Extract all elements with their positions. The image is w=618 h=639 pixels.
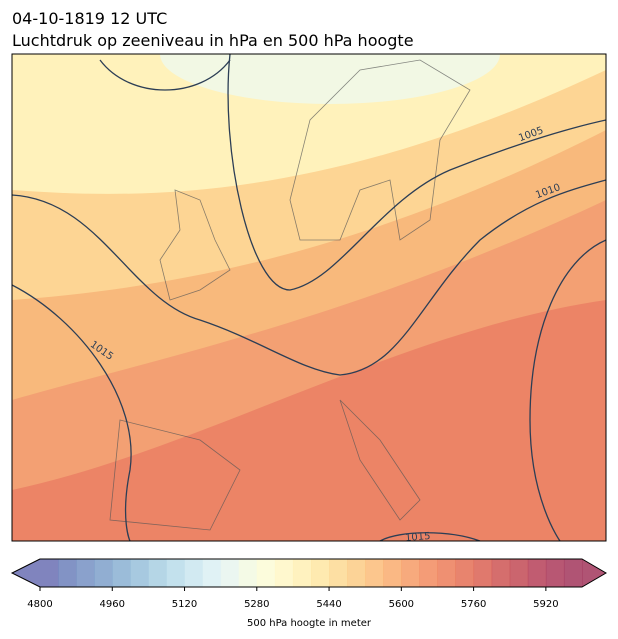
colorbar-segment	[455, 559, 475, 587]
colorbar-segment	[292, 559, 312, 587]
coastline	[339, 399, 421, 521]
title-main: Luchtdruk op zeeniveau in hPa en 500 hPa…	[12, 31, 414, 50]
colorbar-segment	[238, 559, 258, 587]
colorbar-extend	[582, 559, 606, 587]
colorbar-segment	[491, 559, 511, 587]
colorbar-segment	[563, 559, 583, 587]
colorbar-frame	[10, 558, 607, 588]
colorbar-segment	[256, 559, 276, 587]
colorbar-segment	[166, 559, 186, 587]
colorbar-segment	[311, 559, 330, 587]
colorbar: 4800 4960 5120 5280 5440 5600 5760 5920	[10, 558, 607, 610]
colorbar-extend	[12, 559, 40, 587]
map	[12, 54, 606, 541]
colorbar-segment	[94, 559, 113, 587]
colorbar-tick-label: 5760	[461, 599, 486, 610]
title-date: 04-10-1819 12 UTC	[12, 9, 167, 28]
colorbar-segment	[365, 559, 384, 587]
isobar	[227, 54, 606, 291]
contour-label: 1015	[405, 531, 431, 544]
colorbar-segment	[329, 559, 348, 587]
colorbar-segment	[130, 559, 149, 587]
colorbar-segment	[184, 559, 204, 587]
colorbar-label: 500 hPa hoogte in meter	[247, 618, 372, 629]
colorbar-segment	[473, 559, 493, 587]
colorbar-tick-label: 4960	[100, 599, 125, 610]
isobar	[12, 284, 132, 541]
colorbar-segment	[545, 559, 565, 587]
isobar	[379, 532, 481, 541]
colorbar-segment	[419, 559, 438, 587]
colorbar-tick-label: 5440	[316, 599, 341, 610]
isobar	[529, 239, 606, 541]
coastline	[289, 59, 471, 241]
colorbar-segment	[401, 559, 420, 587]
colorbar-segment	[274, 559, 294, 587]
colorbar-tick-label: 5120	[172, 599, 197, 610]
isobar	[12, 179, 606, 376]
colorbar-segment	[437, 559, 457, 587]
colorbar-tick-label: 5920	[533, 599, 558, 610]
colorbar-segment	[76, 559, 95, 587]
colorbar-tick-label: 4800	[27, 599, 52, 610]
colorbar-tick-label: 5280	[244, 599, 269, 610]
colorbar-segment	[40, 559, 59, 587]
colorbar-segment	[112, 559, 131, 587]
colorbar-segment	[347, 559, 366, 587]
colorbar-tick-label: 5600	[389, 599, 414, 610]
colorbar-segment	[58, 559, 77, 587]
field-band	[160, 54, 500, 104]
colorbar-segment	[509, 559, 529, 587]
isobar	[99, 59, 231, 91]
colorbar-segment	[202, 559, 222, 587]
map-frame	[11, 53, 607, 542]
colorbar-segment	[383, 559, 402, 587]
coastline	[109, 419, 241, 531]
coastline	[159, 189, 231, 301]
colorbar-segment	[220, 559, 240, 587]
colorbar-segment	[148, 559, 167, 587]
colorbar-segment	[527, 559, 547, 587]
